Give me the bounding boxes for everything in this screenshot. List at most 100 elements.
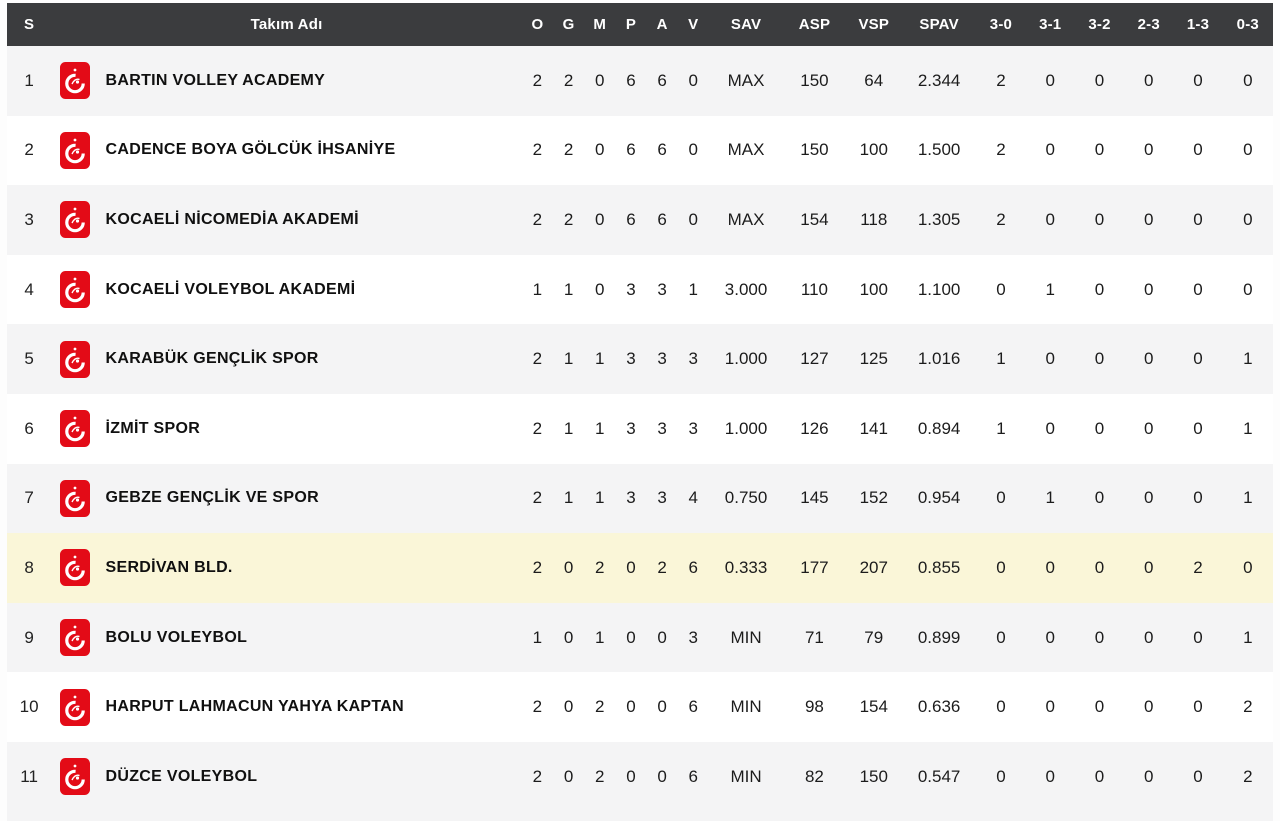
team-logo-cell: [51, 533, 99, 603]
stat-vsp: 100: [859, 279, 888, 299]
stat-3-2: 0: [1094, 557, 1105, 577]
stat-vsp: 100: [859, 140, 888, 160]
stat-o: 2: [532, 209, 543, 229]
stat-2-3: 0: [1144, 418, 1154, 438]
stat-2-3: 0: [1144, 209, 1154, 229]
stat-0-3: 1: [1243, 627, 1253, 647]
stat-1-3: 0: [1193, 279, 1203, 299]
table-row[interactable]: 4 KOCAELİ VOLEYBOL AKADEMİ: [7, 254, 1273, 325]
stat-asp: 154: [800, 209, 829, 229]
tvf-crest-icon: [51, 131, 99, 169]
stat-o: 2: [532, 488, 543, 508]
stat-m: 2: [595, 766, 605, 786]
stat-a: 0: [657, 697, 667, 717]
team-name: CADENCE BOYA GÖLCÜK İHSANİYE: [105, 141, 396, 159]
tvf-crest-icon: [51, 479, 99, 517]
team-logo-cell: [51, 394, 99, 464]
table-row[interactable]: 9 BOLU VOLEYBOL 1: [7, 602, 1273, 673]
rank-number: 4: [24, 279, 34, 299]
stat-spav: 0.954: [917, 488, 961, 508]
stat-3-1: 0: [1045, 209, 1055, 229]
stat-3-2: 0: [1094, 70, 1105, 90]
stat-asp: 71: [804, 627, 824, 647]
stat-a: 6: [657, 70, 667, 90]
rank-number: 11: [20, 766, 38, 786]
stat-vsp: 152: [859, 488, 888, 508]
stat-3-0: 2: [996, 70, 1006, 90]
team-logo-cell: [51, 324, 99, 394]
stat-spav: 2.344: [917, 70, 961, 90]
stat-m: 0: [595, 279, 605, 299]
col-header-3-0: 3-0: [989, 16, 1013, 33]
stat-1-3: 0: [1193, 627, 1203, 647]
rank-number: 2: [24, 140, 34, 160]
col-header-sav: SAV: [730, 16, 762, 33]
stat-1-3: 2: [1193, 557, 1203, 577]
tvf-crest-icon: [51, 549, 99, 587]
stat-sav: MIN: [730, 766, 762, 786]
team-logo-cell: [51, 742, 99, 812]
table-row[interactable]: 8 SERDİVAN BLD. 2: [7, 533, 1273, 603]
stat-asp: 150: [800, 140, 829, 160]
stat-3-1: 0: [1045, 418, 1055, 438]
stat-0-3: 0: [1243, 209, 1253, 229]
table-row[interactable]: 6 İZMİT SPOR 2: [7, 393, 1273, 464]
stat-p: 6: [626, 209, 636, 229]
stat-m: 0: [595, 140, 605, 160]
stat-2-3: 0: [1144, 766, 1154, 786]
stat-m: 0: [595, 70, 605, 90]
col-header-rank: S: [24, 16, 35, 33]
stat-1-3: 0: [1193, 209, 1203, 229]
stat-3-0: 1: [996, 418, 1006, 438]
table-row[interactable]: 5 KARABÜK GENÇLİK SPOR: [7, 324, 1273, 394]
stat-3-1: 0: [1045, 349, 1055, 369]
stat-p: 0: [626, 766, 636, 786]
stat-asp: 126: [800, 418, 829, 438]
stat-g: 0: [563, 557, 574, 577]
stat-0-3: 1: [1243, 349, 1253, 369]
stat-1-3: 0: [1193, 70, 1203, 90]
col-header-3-2: 3-2: [1088, 16, 1111, 33]
stat-vsp: 141: [859, 418, 888, 438]
table-row[interactable]: 11 DÜZCE VOLEYBOL: [7, 741, 1273, 812]
stat-2-3: 0: [1144, 627, 1154, 647]
stat-v: 3: [688, 627, 698, 647]
table-row[interactable]: 1 BARTIN VOLLEY ACADEMY: [7, 46, 1273, 116]
stat-sav: 0.750: [724, 488, 768, 508]
stat-sav: 0.333: [724, 557, 768, 577]
stat-p: 3: [626, 488, 636, 508]
stat-spav: 0.636: [917, 697, 961, 717]
stat-2-3: 0: [1144, 488, 1154, 508]
stat-vsp: 64: [864, 70, 884, 90]
stat-spav: 1.016: [917, 349, 961, 369]
stat-v: 0: [688, 209, 698, 229]
stat-3-1: 1: [1045, 279, 1055, 299]
stat-1-3: 0: [1193, 349, 1203, 369]
team-logo-cell: [51, 603, 99, 673]
header-row: S Takım Adı O G M P A V SAV ASP VSP SPAV…: [7, 3, 1273, 46]
stat-p: 6: [626, 140, 636, 160]
team-logo-cell: [51, 255, 99, 325]
table-row[interactable]: 2 CADENCE BOYA GÖLCÜK İHSAN: [7, 115, 1273, 186]
stat-0-3: 2: [1243, 697, 1253, 717]
tvf-crest-icon: [51, 201, 99, 239]
stat-2-3: 0: [1144, 279, 1154, 299]
stat-1-3: 0: [1193, 488, 1203, 508]
table-row[interactable]: 3 KOCAELİ NİCOMEDİA AKADEMİ: [7, 185, 1273, 255]
stat-2-3: 0: [1144, 349, 1154, 369]
table-row[interactable]: 7 GEBZE GENÇLİK VE SPOR: [7, 463, 1273, 534]
stat-v: 6: [688, 766, 698, 786]
table-row[interactable]: 10 HARPUT LAHMACUN YAHYA KA: [7, 672, 1273, 742]
stat-sav: MAX: [727, 209, 765, 229]
stat-3-0: 1: [996, 349, 1006, 369]
stat-spav: 1.500: [917, 140, 961, 160]
rank-number: 6: [24, 418, 34, 438]
col-header-v: V: [688, 16, 699, 33]
stat-asp: 98: [804, 697, 824, 717]
col-header-team-name: Takım Adı: [250, 16, 323, 33]
stat-g: 1: [563, 349, 574, 369]
stat-p: 0: [626, 557, 636, 577]
rank-number: 1: [24, 70, 34, 90]
stat-asp: 145: [800, 488, 829, 508]
stat-g: 0: [563, 627, 574, 647]
